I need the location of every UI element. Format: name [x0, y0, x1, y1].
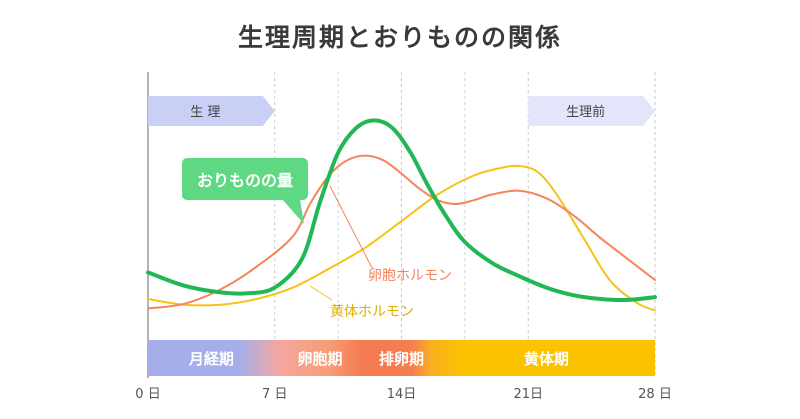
x-axis: 0 日 7 日 14日 21日 28 日: [135, 387, 672, 402]
phase-label: 排卵期: [379, 350, 424, 368]
progesterone-leader-line: [309, 285, 333, 301]
top-banner: [528, 96, 655, 126]
callout-pointer: [282, 199, 304, 224]
chart-title: 生理周期とおりものの関係: [238, 23, 562, 52]
callout-label: おりものの量: [197, 171, 293, 190]
phase-bar: 月経期 卵胞期 排卵期 黄体期: [148, 340, 655, 376]
top-banner: [148, 96, 275, 126]
x-tick-label: 7 日: [262, 387, 287, 402]
phase-label: 黄体期: [524, 350, 569, 368]
x-tick-label: 21日: [513, 387, 543, 402]
callout-box: [182, 158, 308, 200]
top-banners: 生 理 生理前: [148, 96, 655, 126]
series-line-progesterone: [147, 164, 656, 312]
x-tick-label: 28 日: [638, 387, 672, 402]
estrogen-label: 卵胞ホルモン: [368, 268, 452, 284]
phase-bar-fill: [148, 340, 655, 376]
x-tick-label: 0 日: [135, 387, 160, 402]
top-banner-label: 生 理: [190, 105, 220, 120]
estrogen-leader-line: [329, 185, 373, 269]
top-banner-label: 生理前: [566, 104, 605, 120]
series-line-estrogen: [147, 154, 656, 310]
series-line-discharge: [146, 118, 657, 303]
series-layer: [146, 118, 657, 312]
phase-label: 卵胞期: [298, 350, 343, 368]
progesterone-label: 黄体ホルモン: [330, 303, 414, 320]
phase-label: 月経期: [188, 350, 234, 368]
x-tick-label: 14日: [387, 387, 417, 402]
